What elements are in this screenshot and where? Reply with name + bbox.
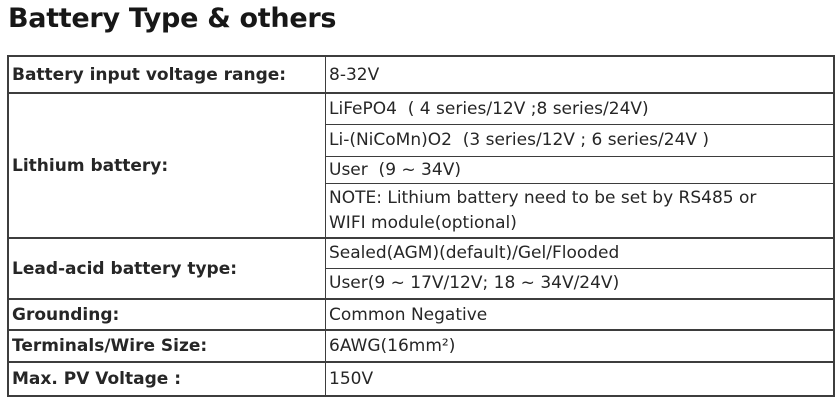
spec-label-grounding: Grounding: <box>7 298 326 331</box>
spec-value-nicomn: Li-(NiCoMn)O2 (3 series/12V ; 6 series/2… <box>325 123 835 157</box>
spec-value-lithium-note: NOTE: Lithium battery need to be set by … <box>325 182 835 239</box>
spec-label-lead-acid: Lead-acid battery type: <box>7 237 326 300</box>
spec-value-max-pv-voltage: 150V <box>325 361 835 397</box>
table-row: Lead-acid battery type: Sealed(AGM)(defa… <box>7 237 835 300</box>
table-row: Lithium battery: LiFePO4 ( 4 series/12V … <box>7 92 835 239</box>
table-row: Max. PV Voltage : 150V <box>7 361 835 397</box>
spec-value-lead-acid-user: User(9 ~ 17V/12V; 18 ~ 34V/24V) <box>325 267 835 300</box>
table-row: Battery input voltage range: 8-32V <box>7 55 835 94</box>
table-row: NOTE: Lithium battery need to be set by … <box>8 182 835 239</box>
table-row: Li-(NiCoMn)O2 (3 series/12V ; 6 series/2… <box>8 123 835 157</box>
spec-value-grounding: Common Negative <box>325 298 835 331</box>
spec-value-lifepo4: LiFePO4 ( 4 series/12V ;8 series/24V) <box>325 92 835 125</box>
spec-label-terminals: Terminals/Wire Size: <box>7 329 326 363</box>
spec-label-battery-input-voltage: Battery input voltage range: <box>7 55 326 94</box>
table-row: Grounding: Common Negative <box>7 298 835 331</box>
spec-value-sealed: Sealed(AGM)(default)/Gel/Flooded <box>325 237 835 269</box>
table-row: Terminals/Wire Size: 6AWG(16mm²) <box>7 329 835 363</box>
spec-value-terminals: 6AWG(16mm²) <box>325 329 835 363</box>
spec-label-max-pv-voltage: Max. PV Voltage : <box>7 361 326 397</box>
page-title: Battery Type & others <box>8 3 337 34</box>
spec-value-battery-input-voltage: 8-32V <box>325 55 835 94</box>
table-row: User(9 ~ 17V/12V; 18 ~ 34V/24V) <box>8 267 835 300</box>
spec-value-lithium-user: User (9 ~ 34V) <box>325 155 835 184</box>
spec-label-lithium-battery: Lithium battery: <box>7 92 326 239</box>
battery-spec-table: Battery input voltage range: 8-32V Lithi… <box>7 55 835 398</box>
